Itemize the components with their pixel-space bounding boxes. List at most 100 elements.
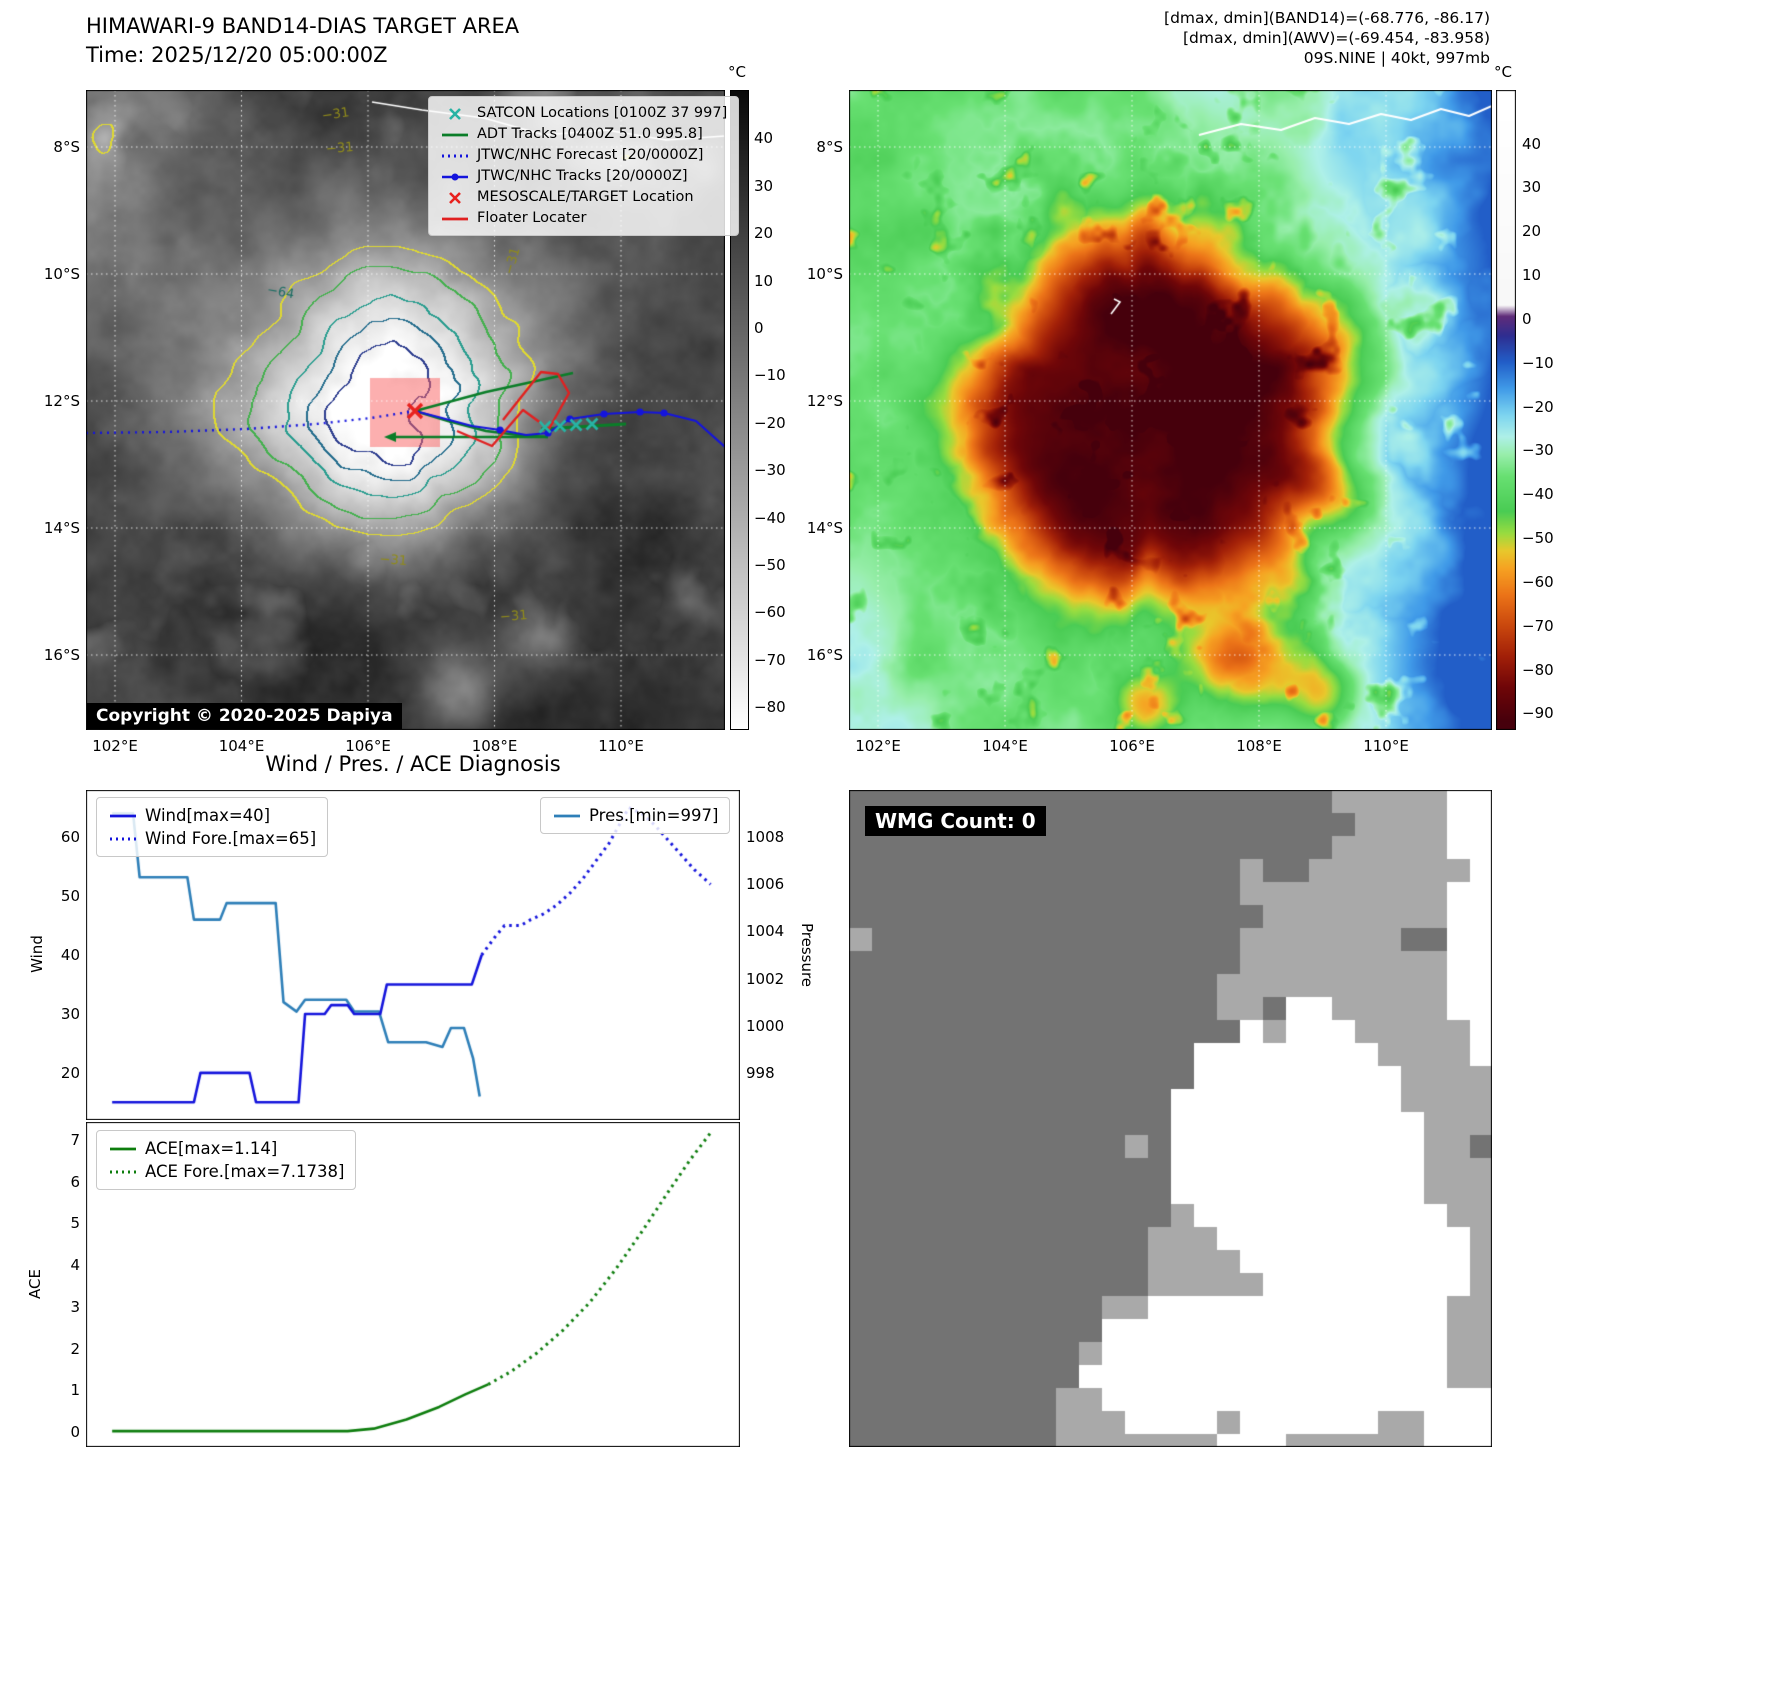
band14-colorbar-tick-label: −20 <box>754 413 786 432</box>
floater-marker-icon <box>440 211 470 227</box>
awv-colorbar-tick-label: −90 <box>1522 704 1554 723</box>
pres-legend-item-pres: Pres.[min=997] <box>552 805 718 826</box>
pressure-tick-label: 1002 <box>746 969 785 988</box>
band14-colorbar-tick-label: −70 <box>754 650 786 669</box>
legend-label: MESOSCALE/TARGET Location <box>477 189 694 205</box>
awv-x-axis-tick-label: 106°E <box>1109 737 1155 755</box>
band14-y-axis-tick-label: 12°S <box>43 392 80 410</box>
ace-tick-label: 1 <box>70 1381 80 1400</box>
ace-tick-label: 7 <box>70 1131 80 1149</box>
wind-tick-label: 20 <box>60 1063 80 1082</box>
pressure-tick-label: 1006 <box>746 875 785 894</box>
wind-tick-label: 50 <box>60 887 80 906</box>
ace-fore-marker-icon <box>108 1164 138 1180</box>
awv-y-axis-tick-label: 10°S <box>806 265 843 283</box>
band14-colorbar-tick-label: −60 <box>754 603 786 622</box>
awv-colorbar <box>1496 90 1516 730</box>
band14-y-axis-tick-label: 14°S <box>43 519 80 537</box>
ace-obs-marker-icon <box>108 1141 138 1157</box>
band14-legend-item-floater: Floater Locater <box>440 209 727 228</box>
awv-header-awv-extrema: [dmax, dmin](AWV)=(-69.454, -83.958) <box>1183 29 1490 47</box>
band14-legend: SATCON Locations [0100Z 37 997] ADT Track… <box>428 96 740 236</box>
awv-x-axis-tick-label: 102°E <box>855 737 901 755</box>
adt-marker-icon <box>440 127 470 143</box>
awv-header-storm-info: 09S.NINE | 40kt, 997mb <box>1303 49 1490 67</box>
band14-legend-item-jtwc-tracks: JTWC/NHC Tracks [20/0000Z] <box>440 167 727 186</box>
band14-legend-item-adt: ADT Tracks [0400Z 51.0 995.8] <box>440 125 727 144</box>
diagnosis-title: Wind / Pres. / ACE Diagnosis <box>265 752 561 776</box>
ace-tick-label: 5 <box>70 1214 80 1233</box>
awv-colorbar-tick-label: −10 <box>1522 353 1554 372</box>
awv-colorbar-tick-label: −30 <box>1522 441 1554 460</box>
band14-legend-item-jtwc-forecast: JTWC/NHC Forecast [20/0000Z] <box>440 146 727 165</box>
wind-legend-item-wind-obs: Wind[max=40] <box>108 805 316 826</box>
band14-y-axis-tick-label: 8°S <box>53 138 80 156</box>
awv-x-axis-tick-label: 104°E <box>982 737 1028 755</box>
awv-colorbar-unit: °C <box>1494 63 1512 81</box>
pres-marker-icon <box>552 808 582 824</box>
wind-tick-label: 30 <box>60 1004 80 1023</box>
band14-x-axis-tick-label: 110°E <box>598 737 644 755</box>
awv-colorbar-tick-label: −20 <box>1522 397 1554 416</box>
awv-colorbar-tick-label: 10 <box>1522 266 1542 285</box>
band14-colorbar-tick-label: −30 <box>754 461 786 480</box>
pressure-tick-label: 1004 <box>746 922 785 941</box>
copyright-badge: Copyright © 2020-2025 Dapiya <box>87 703 402 729</box>
legend-label: ACE Fore.[max=7.1738] <box>145 1162 345 1181</box>
pressure-tick-label: 998 <box>746 1063 775 1082</box>
legend-label: ACE[max=1.14] <box>145 1139 278 1158</box>
legend-label: ADT Tracks [0400Z 51.0 995.8] <box>477 126 703 142</box>
band14-x-axis-tick-label: 108°E <box>471 737 518 755</box>
legend-label: JTWC/NHC Tracks [20/0000Z] <box>477 168 688 184</box>
wind-tick-label: 60 <box>60 828 80 847</box>
ace-legend-item-ace-fore: ACE Fore.[max=7.1738] <box>108 1161 344 1182</box>
awv-colorbar-tick-label: −80 <box>1522 660 1554 679</box>
jtwc-forecast-marker-icon <box>440 148 470 164</box>
band14-colorbar-tick-label: −10 <box>754 366 786 385</box>
band14-legend-item-mesoscale: MESOSCALE/TARGET Location <box>440 188 727 207</box>
band14-subtitle: Time: 2025/12/20 05:00:00Z <box>86 43 388 67</box>
pressure-axis-label: Pressure <box>798 922 816 988</box>
band14-legend-item-satcon: SATCON Locations [0100Z 37 997] <box>440 104 727 123</box>
awv-colorbar-tick-label: 20 <box>1522 222 1542 241</box>
band14-colorbar-tick-label: 0 <box>754 319 764 338</box>
awv-y-axis-tick-label: 8°S <box>816 138 843 156</box>
band14-colorbar-tick-label: −80 <box>754 698 786 717</box>
legend-label: Floater Locater <box>477 210 587 226</box>
band14-colorbar-tick-label: 20 <box>754 224 774 243</box>
awv-x-axis-tick-label: 110°E <box>1363 737 1409 755</box>
legend-label: SATCON Locations [0100Z 37 997] <box>477 105 728 121</box>
legend-label: Pres.[min=997] <box>589 806 719 825</box>
awv-satellite-map <box>849 90 1492 730</box>
band14-y-axis-tick-label: 10°S <box>43 265 80 283</box>
pressure-legend: Pres.[min=997] <box>540 797 731 834</box>
awv-colorbar-tick-label: −70 <box>1522 616 1554 635</box>
pressure-tick-label: 1008 <box>746 828 785 847</box>
awv-colorbar-tick-label: 30 <box>1522 178 1542 197</box>
satcon-marker-icon <box>440 106 470 122</box>
awv-colorbar-tick-label: 40 <box>1522 134 1542 153</box>
ace-tick-label: 0 <box>70 1423 80 1441</box>
wind-tick-label: 40 <box>60 946 80 964</box>
ace-tick-label: 3 <box>70 1297 80 1316</box>
legend-label: Wind Fore.[max=65] <box>145 829 317 848</box>
band14-title: HIMAWARI-9 BAND14-DIAS TARGET AREA <box>86 14 520 38</box>
wind-fore-marker-icon <box>108 831 138 847</box>
jtwc-tracks-marker-icon <box>440 169 470 185</box>
band14-x-axis-tick-label: 102°E <box>92 737 138 755</box>
ace-legend: ACE[max=1.14] ACE Fore.[max=7.1738] <box>96 1130 357 1190</box>
mesoscale-marker-icon <box>440 190 470 206</box>
legend-label: Wind[max=40] <box>145 806 271 825</box>
awv-colorbar-tick-label: −40 <box>1522 485 1554 504</box>
band14-colorbar-tick-label: 10 <box>754 271 774 290</box>
awv-colorbar-tick-label: −50 <box>1522 529 1554 548</box>
wmg-map <box>849 790 1492 1447</box>
band14-y-axis-tick-label: 16°S <box>43 646 80 664</box>
pressure-tick-label: 1000 <box>746 1016 785 1035</box>
band14-colorbar <box>730 90 749 730</box>
band14-colorbar-tick-label: −40 <box>754 508 786 527</box>
ace-tick-label: 6 <box>70 1172 80 1191</box>
ace-tick-label: 2 <box>70 1339 80 1358</box>
wind-legend: Wind[max=40] Wind Fore.[max=65] <box>96 797 329 857</box>
